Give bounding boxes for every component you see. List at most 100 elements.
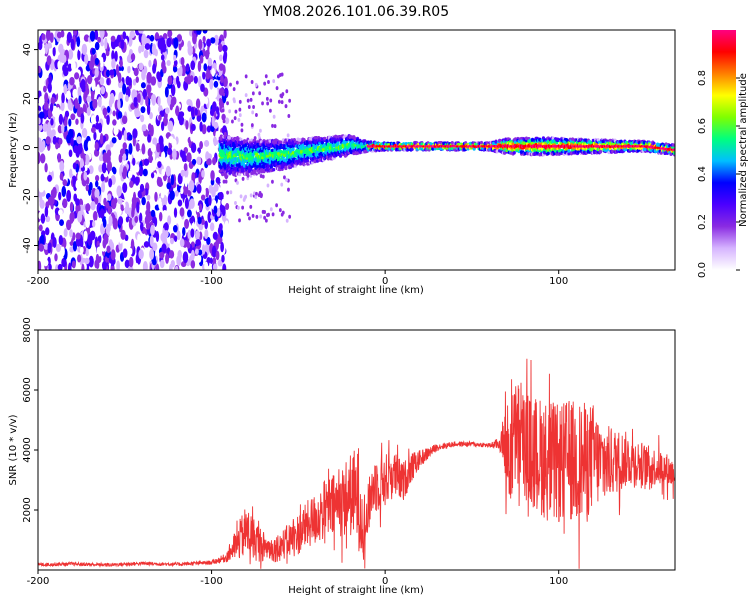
noise-cell <box>118 65 124 72</box>
noise-cell <box>247 104 251 109</box>
noise-cell <box>212 157 217 166</box>
noise-cell <box>150 144 156 153</box>
noise-cell <box>268 108 272 113</box>
noise-cell <box>166 37 172 48</box>
noise-cell <box>130 53 136 61</box>
noise-cell <box>229 190 233 195</box>
noise-cell <box>182 251 189 264</box>
noise-cell <box>236 180 239 185</box>
ridge-cell <box>355 151 360 155</box>
spectrogram-y-tick-label: -20 <box>22 188 33 204</box>
noise-cell <box>288 214 292 219</box>
noise-cell <box>57 263 63 270</box>
noise-cell <box>201 112 207 123</box>
ridge-cell <box>219 134 224 139</box>
noise-cell <box>95 174 100 182</box>
noise-cell <box>132 90 138 98</box>
noise-cell <box>49 102 54 112</box>
noise-cell <box>38 224 43 232</box>
noise-cell <box>54 253 58 262</box>
noise-cell <box>176 230 181 241</box>
noise-cell <box>79 158 84 168</box>
noise-cell <box>117 98 121 110</box>
noise-cell <box>135 76 139 83</box>
noise-cell <box>197 60 202 72</box>
noise-cell <box>186 209 192 218</box>
noise-cell <box>246 98 250 103</box>
noise-cell <box>113 197 118 204</box>
noise-cell <box>132 60 138 69</box>
noise-cell <box>85 249 89 257</box>
noise-cell <box>222 119 226 124</box>
noise-cell <box>143 49 149 59</box>
noise-cell <box>131 207 135 219</box>
noise-cell <box>209 108 215 116</box>
noise-cell <box>117 111 123 119</box>
noise-cell <box>90 115 96 125</box>
noise-cell <box>167 215 172 225</box>
noise-cell <box>162 42 167 53</box>
spectrogram-marks <box>38 30 675 270</box>
noise-cell <box>128 247 133 255</box>
noise-cell <box>140 82 146 89</box>
noise-cell <box>84 164 88 172</box>
ridge-cell <box>283 144 287 148</box>
noise-cell <box>47 42 53 49</box>
ridge-cell <box>513 140 518 144</box>
ridge-cell <box>318 158 322 162</box>
spectrogram-y-tick-label: 20 <box>22 92 33 105</box>
noise-cell <box>218 191 224 201</box>
noise-cell <box>224 117 230 125</box>
ridge-cell <box>279 149 283 154</box>
noise-cell <box>75 118 79 125</box>
noise-cell <box>192 33 197 45</box>
noise-cell <box>184 131 189 140</box>
ridge-cell <box>420 142 424 146</box>
noise-cell <box>83 171 88 181</box>
noise-cell <box>38 185 45 193</box>
noise-cell <box>95 122 100 130</box>
noise-cell <box>106 114 110 125</box>
noise-cell <box>81 127 88 139</box>
noise-cell <box>137 233 141 244</box>
noise-cell <box>273 124 277 129</box>
noise-cell <box>158 197 162 210</box>
noise-cell <box>75 232 81 240</box>
noise-cell <box>254 82 258 87</box>
noise-cell <box>208 194 212 206</box>
noise-cell <box>249 193 253 198</box>
noise-cell <box>75 198 80 206</box>
noise-cell <box>166 95 172 105</box>
noise-cell <box>172 148 177 161</box>
noise-cell <box>246 212 250 217</box>
noise-cell <box>81 263 85 270</box>
ridge-cell <box>230 155 234 160</box>
noise-cell <box>65 219 72 231</box>
noise-cell <box>77 49 81 61</box>
noise-cell <box>222 44 228 53</box>
noise-cell <box>215 106 220 115</box>
noise-cell <box>152 63 157 74</box>
noise-cell <box>88 60 95 70</box>
noise-cell <box>128 35 133 47</box>
noise-cell <box>173 59 178 67</box>
noise-cell <box>99 208 105 219</box>
noise-cell <box>198 75 202 88</box>
noise-cell <box>77 210 83 223</box>
noise-cell <box>38 105 42 112</box>
noise-cell <box>167 147 173 156</box>
noise-cell <box>48 160 54 173</box>
noise-cell <box>62 179 68 187</box>
noise-cell <box>138 212 143 224</box>
noise-cell <box>260 193 263 198</box>
noise-cell <box>190 60 196 71</box>
noise-cell <box>80 78 86 89</box>
spectrogram-x-tick-label: -100 <box>200 276 223 287</box>
noise-cell <box>89 181 93 191</box>
noise-cell <box>165 253 169 264</box>
noise-cell <box>54 165 60 173</box>
noise-cell <box>90 200 96 211</box>
noise-cell <box>288 98 292 103</box>
ridge-cell <box>502 151 507 155</box>
noise-cell <box>157 96 161 107</box>
